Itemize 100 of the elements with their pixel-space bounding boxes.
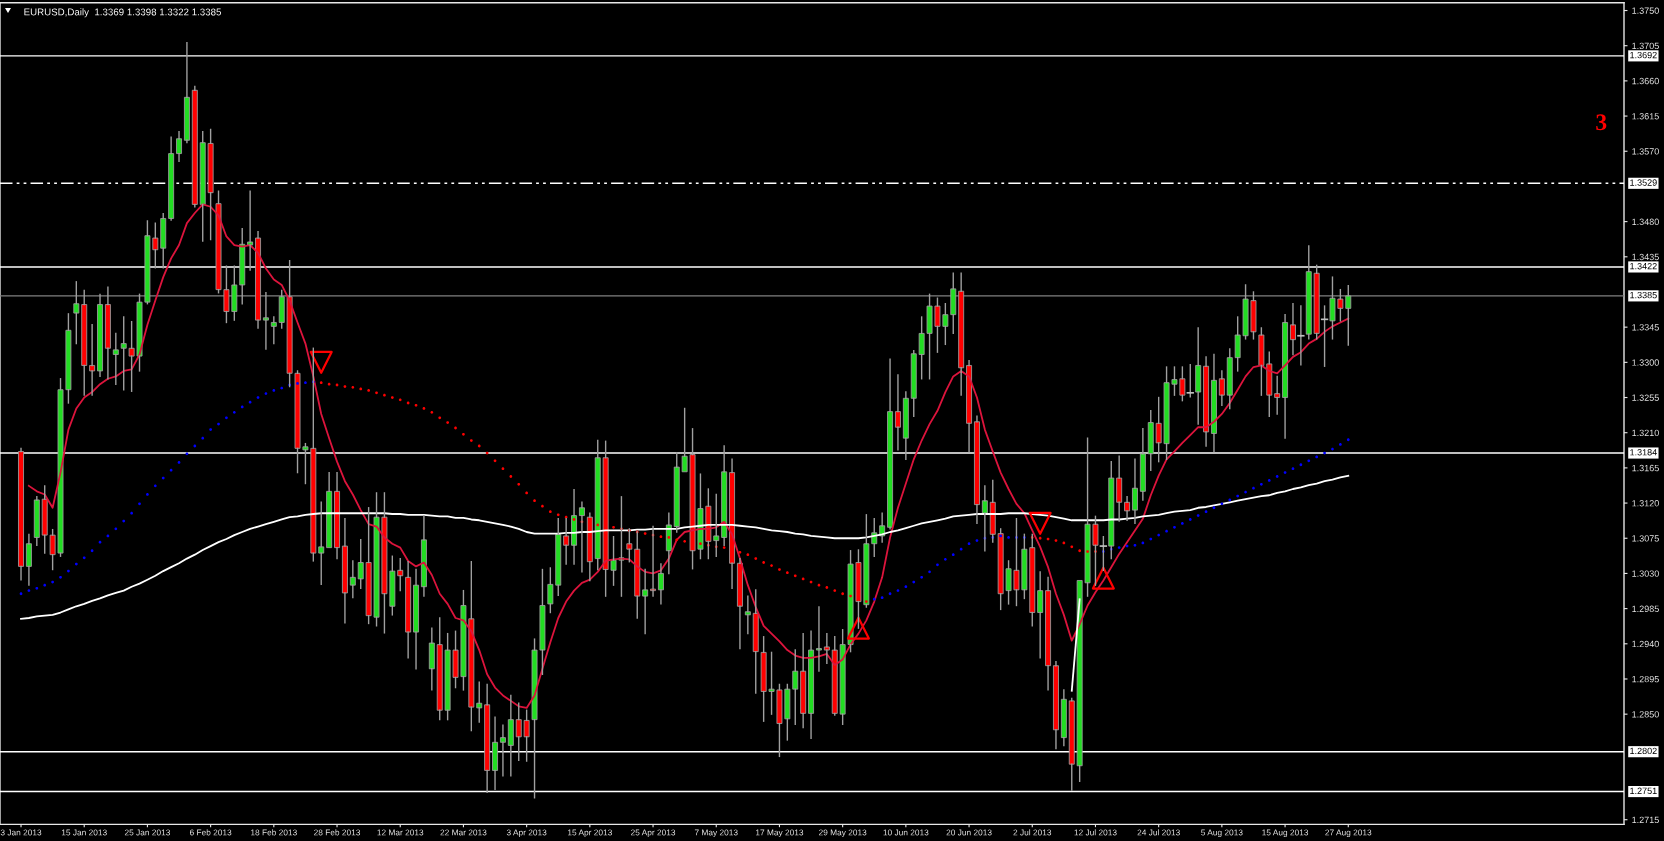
candlestick (349, 560, 356, 599)
candlestick (816, 606, 822, 672)
candlestick (887, 358, 893, 530)
candlestick (33, 496, 40, 546)
candlestick (665, 512, 672, 575)
y-tick-label: 1.3435 (1632, 253, 1659, 261)
point (1028, 511, 1052, 535)
point (309, 350, 333, 374)
ref-line-label: 1.2751 (1630, 787, 1657, 794)
ref-line-label: 1.3422 (1630, 262, 1657, 270)
x-tick-label: 25 Apr 2013 (630, 829, 676, 838)
candlestick (958, 272, 965, 396)
candlestick (1211, 353, 1217, 453)
y-tick-label: 1.2985 (1632, 605, 1659, 612)
candlestick (800, 632, 807, 729)
x-tick-label: 3 Apr 2013 (506, 829, 547, 838)
candlestick (974, 415, 980, 525)
candlestick (484, 683, 491, 794)
candlestick (1195, 327, 1202, 425)
candlestick (420, 514, 427, 597)
text: 3 (1596, 114, 1607, 131)
ref-line-label: 1.3529 (1630, 179, 1657, 186)
y-tick-label: 1.2895 (1632, 675, 1659, 683)
candlestick (270, 316, 277, 345)
x-tick-label: 15 Apr 2013 (568, 829, 612, 838)
candlestick (1053, 661, 1059, 750)
y-tick-label: 1.3255 (1632, 394, 1659, 401)
x-tick-label: 12 Mar 2013 (377, 829, 424, 836)
candlestick (823, 632, 830, 665)
y-tick-label: 1.2850 (1632, 711, 1659, 718)
candlestick (1037, 571, 1044, 659)
candlestick (413, 568, 419, 670)
candlestick (966, 360, 973, 453)
candlestick (808, 630, 814, 740)
candlestick (492, 716, 498, 790)
candlestick (729, 458, 735, 589)
candlestick (1045, 576, 1052, 691)
candlestick (262, 292, 269, 350)
candlestick (1218, 370, 1225, 407)
candlestick (586, 512, 593, 582)
y-tick-label: 1.3480 (1632, 218, 1659, 225)
x-tick-label: 25 Jan 2013 (124, 829, 170, 836)
candlestick (1203, 356, 1210, 447)
x-tick-label: 22 Mar 2013 (440, 829, 487, 836)
x-tick-label: 15 Jan 2013 (61, 829, 107, 836)
y-tick-label: 1.3615 (1632, 113, 1659, 120)
line-series (28, 203, 1350, 709)
x-tick-label: 10 Jun 2013 (883, 829, 929, 836)
candlestick (326, 471, 333, 549)
candlestick (1139, 428, 1146, 501)
x-tick-label: 24 Jul 2013 (1137, 829, 1180, 836)
candlestick (902, 391, 909, 460)
y-tick-label: 1.3660 (1632, 77, 1659, 85)
candlestick (1132, 458, 1138, 525)
candlestick (405, 561, 412, 659)
x-tick-label: 17 May 2013 (756, 829, 804, 838)
candlestick (25, 533, 32, 586)
candlestick (752, 589, 759, 694)
point (846, 616, 870, 640)
candlestick (73, 281, 80, 345)
x-tick-label: 20 Jun 2013 (946, 829, 992, 836)
ref-line-label: 1.3385 (1630, 291, 1657, 299)
x-tick-label: 5 Aug 2013 (1201, 829, 1243, 838)
y-tick-label: 1.2715 (1632, 816, 1659, 824)
y-tick-label: 1.3705 (1632, 42, 1659, 50)
x-tick-label: 28 Feb 2013 (314, 829, 361, 836)
y-tick-label: 1.3120 (1632, 500, 1659, 507)
x-tick-label: 12 Jul 2013 (1074, 829, 1117, 836)
candlestick (255, 231, 261, 329)
ref-line-label: 1.3184 (1630, 449, 1657, 456)
candlestick (571, 489, 577, 565)
candlestick (191, 85, 198, 208)
y-tick-label: 1.3075 (1632, 535, 1659, 542)
candlestick (1060, 689, 1067, 747)
candlestick (737, 557, 743, 650)
y-tick-label: 1.3210 (1632, 429, 1659, 437)
x-tick-label: 27 Aug 2013 (1325, 829, 1372, 838)
candlestick (18, 447, 24, 581)
candlestick (89, 324, 96, 396)
candlestick (1282, 313, 1289, 439)
candlestick (104, 286, 111, 380)
line-series (20, 474, 1350, 620)
candlestick (658, 563, 664, 605)
candlestick (1290, 303, 1296, 356)
y-tick-label: 1.3165 (1632, 464, 1659, 472)
ref-line-label: 1.2802 (1630, 747, 1657, 755)
candlestick (97, 293, 103, 378)
x-tick-label: 15 Aug 2013 (1262, 829, 1309, 838)
candlestick (112, 332, 119, 385)
candlestick (507, 694, 514, 777)
x-tick-label: 18 Feb 2013 (251, 829, 297, 836)
candlestick (1116, 455, 1123, 522)
candlestick (183, 41, 190, 144)
y-tick-label: 1.3570 (1632, 148, 1659, 155)
x-tick-label: 3 Jan 2013 (0, 829, 42, 836)
y-tick-label: 1.3300 (1632, 359, 1659, 366)
x-tick-label: 6 Feb 2013 (189, 829, 232, 836)
candlestick (499, 724, 506, 777)
candlestick (642, 568, 649, 635)
candlestick (1274, 375, 1281, 415)
